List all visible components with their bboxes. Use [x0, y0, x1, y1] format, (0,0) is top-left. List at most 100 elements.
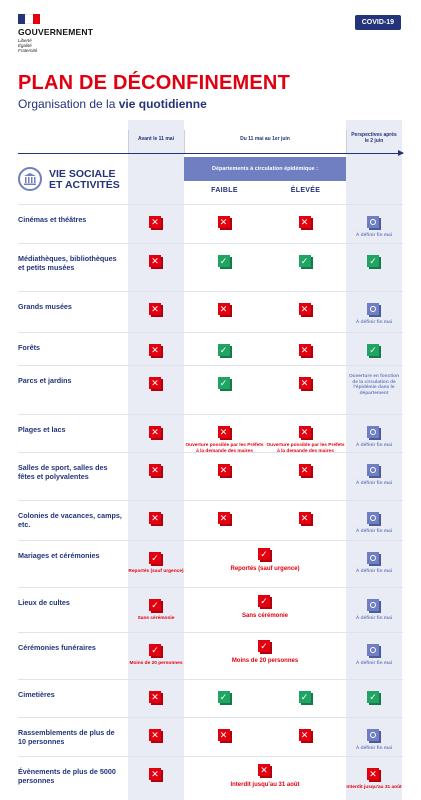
check-icon: ✓	[367, 255, 381, 269]
status-cell: À définir fin mai	[346, 644, 402, 667]
status-cell: ✕	[265, 344, 346, 358]
french-flag-icon	[18, 14, 40, 24]
status-cell: ✕	[128, 303, 184, 317]
status-cell: ✕	[184, 729, 265, 743]
status-cell: ✕	[265, 512, 346, 526]
table-row: Forêts ✕ ✓ ✕ ✓	[0, 332, 421, 365]
cross-icon: ✕	[217, 216, 232, 230]
status-cell: ✕	[128, 426, 184, 440]
check-icon: ✓	[217, 377, 232, 391]
subtitle-bold: vie quotidienne	[118, 97, 207, 111]
cross-icon: ✕	[217, 426, 232, 440]
cell-note: À définir fin mai	[355, 661, 393, 666]
row-divider	[18, 204, 403, 205]
status-cell: ✓ Moins de 20 personnes	[184, 640, 346, 664]
column-divider	[128, 130, 129, 154]
column-header-during: Du 11 mai au 1er juin	[240, 136, 290, 142]
cross-icon: ✕	[298, 729, 313, 743]
cell-note: À définir fin mai	[355, 746, 393, 751]
cross-icon: ✕	[258, 764, 272, 778]
check-icon: ✓	[298, 691, 313, 705]
cross-icon: ✕	[298, 377, 313, 391]
row-label: Médiathèques, bibliothèques et petits mu…	[18, 254, 117, 272]
arrow-tip-icon	[398, 150, 404, 156]
row-divider	[18, 452, 403, 453]
page-title: PLAN DE DÉCONFINEMENT	[18, 72, 290, 94]
clock-icon	[367, 512, 381, 526]
row-divider	[18, 632, 403, 633]
row-divider	[18, 540, 403, 541]
cell-note: À définir fin mai	[355, 616, 393, 621]
cell-note: Interdit jusqu'au 31 août	[346, 785, 402, 790]
cell-note: Ouverture en fonction de la circulation …	[348, 374, 400, 396]
table-row: Cérémonies funéraires ✓ Moins de 20 person…	[0, 632, 421, 679]
level-high: ÉLEVÉE	[290, 187, 321, 194]
status-cell: ✕	[128, 464, 184, 478]
activities-table: Avant le 11 mai Du 11 mai au 1er juin Pe…	[0, 120, 421, 800]
table-row: Grands musées ✕ ✕ ✕ À définir fin mai	[0, 291, 421, 332]
cross-icon: ✕	[217, 512, 232, 526]
table-row: Rassemblements de plus de 10 personnes ✕ ✕…	[0, 717, 421, 756]
cross-icon: ✕	[149, 426, 163, 440]
status-cell: ✕ Interdit jusqu'au 31 août	[346, 768, 402, 791]
status-cell: ✓	[184, 344, 265, 358]
clock-icon	[367, 599, 381, 613]
clock-icon	[367, 464, 381, 478]
row-divider	[18, 756, 403, 757]
clock-icon	[367, 729, 381, 743]
status-cell: ✓	[346, 344, 402, 358]
clock-icon	[367, 644, 381, 658]
cell-note: À définir fin mai	[355, 481, 393, 486]
status-cell: ✕ Ouverture possible par les Préfets à la…	[265, 426, 346, 454]
status-cell: À définir fin mai	[346, 303, 402, 326]
cross-icon: ✕	[149, 344, 163, 358]
column-header-before: Avant le 11 mai	[138, 136, 174, 142]
cell-note: À définir fin mai	[355, 443, 393, 448]
motto: Liberté Égalité Fraternité	[18, 38, 37, 53]
status-cell: ✕	[184, 464, 265, 478]
cross-icon: ✕	[298, 512, 313, 526]
row-divider	[18, 243, 403, 244]
cell-note: Moins de 20 personnes	[129, 661, 183, 666]
check-icon: ✓	[149, 552, 163, 566]
cross-icon: ✕	[149, 464, 163, 478]
check-icon: ✓	[217, 255, 232, 269]
row-label: Rassemblements de plus de 10 personnes	[18, 728, 115, 746]
check-icon: ✓	[367, 691, 381, 705]
cross-icon: ✕	[149, 377, 163, 391]
status-cell: ✕	[128, 377, 184, 391]
row-divider	[18, 679, 403, 680]
status-cell: ✓	[184, 691, 265, 705]
status-cell: Ouverture en fonction de la circulation …	[346, 371, 402, 396]
status-cell: ✕ Ouverture possible par les Préfets à la…	[184, 426, 265, 454]
status-cell: ✓	[346, 255, 402, 269]
column-background-before	[128, 120, 184, 800]
row-divider	[18, 365, 403, 366]
row-label: Salles de sport, salles des fêtes et pol…	[18, 463, 108, 481]
status-cell: ✓	[184, 377, 265, 391]
status-cell: ✓	[184, 255, 265, 269]
status-cell: ✓	[346, 691, 402, 705]
status-cell: ✕	[265, 303, 346, 317]
status-cell: ✓ Moins de 20 personnes	[128, 644, 184, 667]
cell-note: Interdit jusqu'au 31 août	[230, 782, 300, 788]
cross-icon: ✕	[217, 303, 232, 317]
check-icon: ✓	[258, 640, 272, 654]
check-icon: ✓	[149, 599, 163, 613]
column-divider	[346, 130, 347, 154]
status-cell: ✓ Sans cérémonie	[128, 599, 184, 622]
status-cell: À définir fin mai	[346, 599, 402, 622]
row-divider	[18, 332, 403, 333]
section-title-line: VIE SOCIALE	[49, 168, 116, 180]
table-row: Mariages et cérémonies ✓ Reportés (sauf ur…	[0, 540, 421, 587]
cross-icon: ✕	[217, 729, 232, 743]
check-icon: ✓	[217, 344, 232, 358]
motto-line: Égalité	[18, 43, 32, 48]
row-label: Cérémonies funéraires	[18, 643, 96, 652]
table-row: Parcs et jardins ✕ ✓ ✕ Ouverture en fonction…	[0, 365, 421, 414]
row-label: Grands musées	[18, 302, 72, 311]
header: GOUVERNEMENT Liberté Égalité Fraternité …	[0, 0, 421, 120]
cross-icon: ✕	[217, 464, 232, 478]
status-cell: ✓ Reportés (sauf urgence)	[184, 548, 346, 572]
cross-icon: ✕	[298, 216, 313, 230]
